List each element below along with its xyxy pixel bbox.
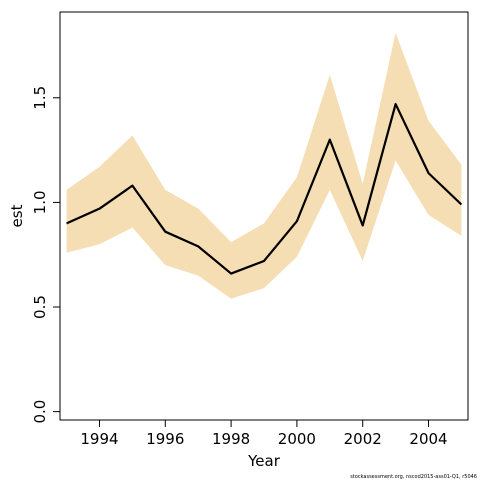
y-tick-label-0.5: 0.5	[31, 295, 49, 319]
x-tick-label-1998: 1998	[212, 430, 250, 448]
x-axis: 1994 1996 1998 2000 2002 2004	[80, 419, 448, 448]
credit-text: stockassessment.org, nscod2015-ass01-Q1,…	[350, 474, 477, 480]
y-axis: 0.0 0.5 1.0 1.5	[31, 86, 61, 424]
y-tick-label-1.0: 1.0	[31, 190, 49, 214]
confidence-band	[66, 32, 462, 299]
x-tick-label-2002: 2002	[344, 430, 382, 448]
y-axis-title: est	[8, 204, 26, 227]
confidence-band-layer	[66, 32, 462, 299]
x-tick-label-1994: 1994	[80, 430, 118, 448]
series-line-layer	[66, 102, 463, 275]
series-line	[66, 102, 463, 275]
x-tick-label-2000: 2000	[278, 430, 316, 448]
x-tick-label-1996: 1996	[146, 430, 184, 448]
y-tick-label-1.5: 1.5	[31, 86, 49, 110]
x-tick-label-2004: 2004	[409, 430, 447, 448]
y-tick-label-0.0: 0.0	[31, 400, 49, 424]
x-axis-title: Year	[247, 452, 281, 470]
